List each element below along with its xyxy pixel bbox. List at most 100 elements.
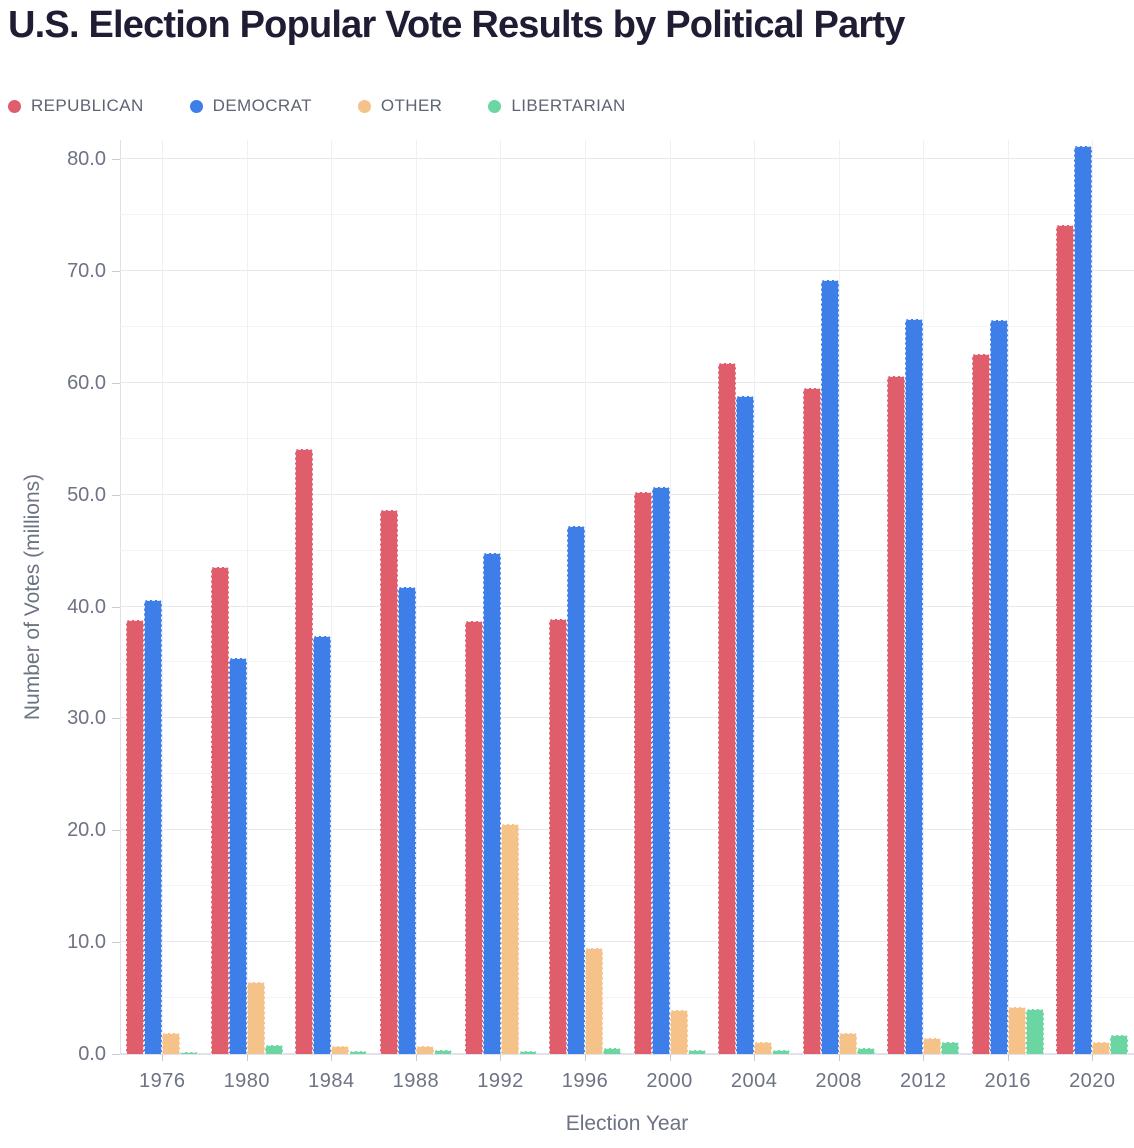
- x-tick-label-1980: 1980: [223, 1070, 271, 1092]
- x-tick-label-2008: 2008: [815, 1070, 862, 1092]
- bar-libertarian-1992[interactable]: [518, 1051, 537, 1054]
- y-tick-label: 50.0: [67, 483, 106, 506]
- bar-republican-1988[interactable]: [379, 510, 398, 1054]
- y-axis-line: [120, 140, 121, 1054]
- gridline-vertical: [669, 140, 671, 1054]
- bar-democrat-1988[interactable]: [397, 587, 416, 1054]
- y-tick: [112, 942, 120, 944]
- bar-other-1976[interactable]: [162, 1033, 181, 1054]
- gridline-vertical: [162, 140, 164, 1054]
- legend-item-libertarian[interactable]: LIBERTARIAN: [488, 96, 625, 116]
- bar-democrat-1992[interactable]: [482, 553, 501, 1054]
- bar-libertarian-2008[interactable]: [856, 1048, 875, 1054]
- x-tick-label-1996: 1996: [561, 1070, 609, 1092]
- bar-libertarian-1996[interactable]: [603, 1048, 622, 1054]
- bar-democrat-1976[interactable]: [144, 600, 163, 1054]
- bar-democrat-2004[interactable]: [736, 396, 755, 1054]
- bar-other-2016[interactable]: [1007, 1007, 1026, 1054]
- gridline-major: [120, 605, 1134, 607]
- bar-democrat-1996[interactable]: [567, 526, 586, 1054]
- bar-other-2004[interactable]: [754, 1042, 773, 1054]
- bar-libertarian-2016[interactable]: [1025, 1009, 1044, 1054]
- bar-other-1996[interactable]: [585, 948, 604, 1054]
- y-tick-label: 70.0: [67, 259, 106, 282]
- x-tick: [585, 1054, 587, 1061]
- bar-republican-2008[interactable]: [802, 388, 821, 1054]
- bar-republican-2012[interactable]: [887, 376, 906, 1054]
- gridline-vertical: [1092, 140, 1094, 1054]
- bar-other-2008[interactable]: [838, 1033, 857, 1054]
- bar-democrat-1980[interactable]: [228, 658, 247, 1054]
- gridline-major: [120, 941, 1134, 943]
- x-tick: [331, 1054, 333, 1061]
- legend-item-other[interactable]: OTHER: [357, 96, 443, 116]
- bar-democrat-2016[interactable]: [989, 320, 1008, 1054]
- gridline-minor: [120, 437, 1134, 439]
- x-axis-line: [120, 1053, 1134, 1055]
- bar-republican-2004[interactable]: [718, 363, 737, 1054]
- gridline-major: [120, 158, 1134, 160]
- bar-republican-1976[interactable]: [126, 620, 145, 1054]
- y-tick-label: 0.0: [78, 1043, 106, 1065]
- bar-republican-1980[interactable]: [210, 567, 229, 1054]
- bar-democrat-2020[interactable]: [1074, 146, 1093, 1054]
- bar-democrat-2012[interactable]: [905, 319, 924, 1054]
- bar-republican-1984[interactable]: [295, 449, 314, 1054]
- bar-democrat-2008[interactable]: [820, 280, 839, 1054]
- bar-libertarian-1976[interactable]: [180, 1052, 199, 1054]
- bar-other-2020[interactable]: [1092, 1042, 1111, 1054]
- bar-democrat-1984[interactable]: [313, 636, 332, 1054]
- gridline-minor: [120, 773, 1134, 775]
- x-tick: [669, 1054, 671, 1061]
- gridline-vertical: [838, 140, 840, 1054]
- legend-label: DEMOCRAT: [212, 96, 312, 115]
- x-tick-label-1984: 1984: [308, 1070, 355, 1092]
- bar-libertarian-2004[interactable]: [772, 1050, 791, 1054]
- legend-item-republican[interactable]: REPUBLICAN: [8, 96, 144, 116]
- bar-libertarian-2012[interactable]: [941, 1042, 960, 1054]
- gridline-minor: [120, 885, 1134, 887]
- x-tick-label-2004: 2004: [730, 1070, 778, 1092]
- legend-label: LIBERTARIAN: [511, 96, 626, 115]
- bar-other-1984[interactable]: [331, 1046, 350, 1054]
- y-tick-label: 20.0: [67, 819, 106, 842]
- legend-dot-libertarian-icon: [488, 99, 502, 113]
- bar-other-2012[interactable]: [923, 1038, 942, 1054]
- x-tick: [415, 1054, 417, 1061]
- bar-republican-1996[interactable]: [549, 619, 568, 1054]
- bar-libertarian-2020[interactable]: [1110, 1035, 1129, 1054]
- bar-other-1988[interactable]: [415, 1046, 434, 1054]
- x-tick: [1007, 1054, 1009, 1061]
- gridline-major: [120, 829, 1134, 831]
- bar-republican-2000[interactable]: [633, 492, 652, 1054]
- x-tick-label-2020: 2020: [1069, 1070, 1116, 1092]
- x-tick-label-2016: 2016: [984, 1070, 1032, 1092]
- chart-title: U.S. Election Popular Vote Results by Po…: [8, 4, 905, 46]
- bar-libertarian-1984[interactable]: [349, 1051, 368, 1054]
- bar-other-2000[interactable]: [669, 1010, 688, 1054]
- bar-other-1992[interactable]: [500, 824, 519, 1054]
- bar-republican-2016[interactable]: [971, 354, 990, 1054]
- x-tick: [162, 1054, 164, 1061]
- y-tick: [112, 159, 120, 161]
- bar-libertarian-1988[interactable]: [433, 1050, 452, 1054]
- gridline-vertical: [1007, 140, 1009, 1054]
- y-tick: [112, 830, 120, 832]
- bar-democrat-2000[interactable]: [651, 487, 670, 1054]
- gridline-minor: [120, 213, 1134, 215]
- legend: REPUBLICAN DEMOCRAT OTHER LIBERTARIAN: [8, 96, 626, 116]
- gridline-major: [120, 717, 1134, 719]
- bar-libertarian-1980[interactable]: [264, 1045, 283, 1054]
- x-tick: [838, 1054, 840, 1061]
- bar-other-1980[interactable]: [246, 982, 265, 1054]
- legend-item-democrat[interactable]: DEMOCRAT: [189, 96, 312, 116]
- y-tick-label: 80.0: [67, 148, 106, 171]
- y-tick-label: 60.0: [67, 371, 106, 394]
- bar-republican-2020[interactable]: [1056, 225, 1075, 1054]
- gridline-vertical: [415, 140, 417, 1054]
- bar-libertarian-2000[interactable]: [687, 1050, 706, 1054]
- y-tick-label: 10.0: [67, 931, 106, 954]
- bar-republican-1992[interactable]: [464, 621, 483, 1054]
- x-tick: [500, 1054, 502, 1061]
